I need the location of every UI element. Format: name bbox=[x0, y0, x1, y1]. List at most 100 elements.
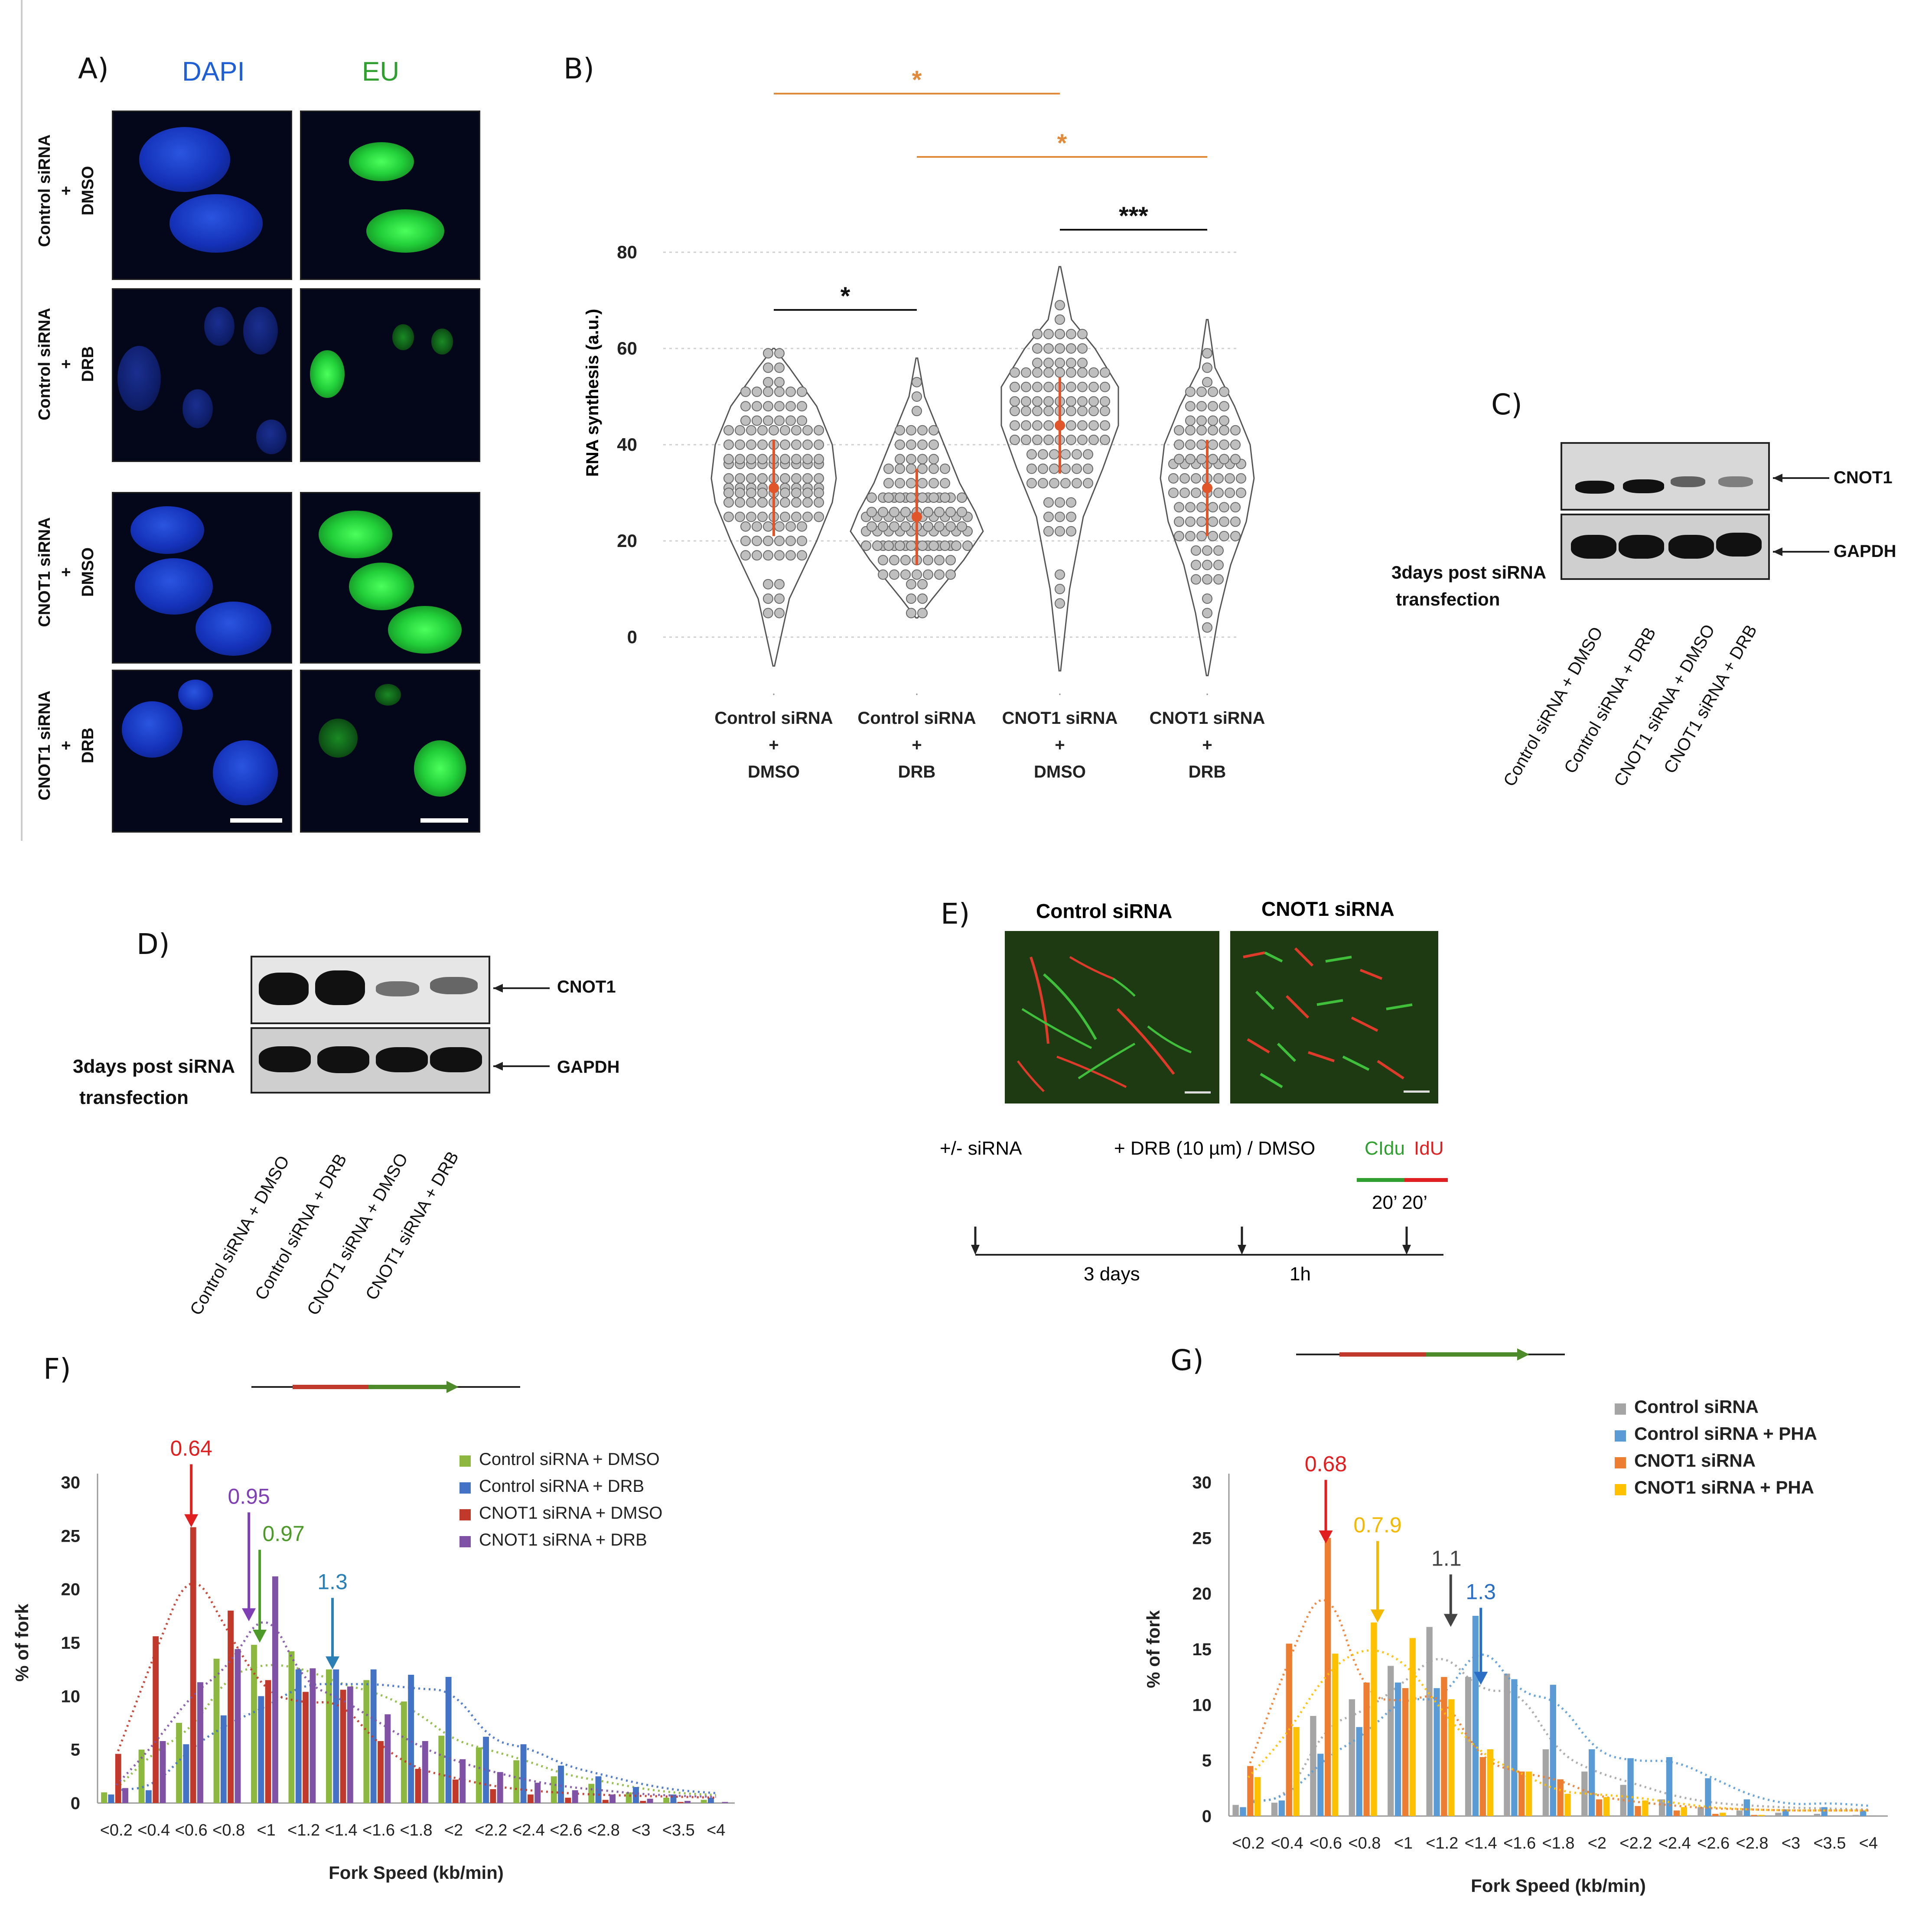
data-point bbox=[1100, 381, 1110, 392]
bar bbox=[572, 1790, 578, 1803]
data-point bbox=[735, 425, 745, 436]
panel-c-note: 3days post siRNA transfection bbox=[1391, 559, 1546, 613]
data-point bbox=[1032, 367, 1043, 378]
bar bbox=[1705, 1778, 1711, 1816]
bar bbox=[722, 1802, 728, 1803]
data-point bbox=[1043, 497, 1054, 508]
data-point bbox=[1055, 511, 1065, 522]
trend-line bbox=[115, 1582, 716, 1799]
data-point bbox=[774, 550, 785, 561]
data-point bbox=[934, 507, 945, 518]
data-point bbox=[917, 439, 928, 450]
panel-d-lane-4: CNOT1 siRNA + DRB bbox=[362, 1148, 463, 1303]
data-point bbox=[1185, 401, 1196, 412]
y-tick-label: 0 bbox=[1202, 1807, 1212, 1826]
data-point bbox=[1219, 425, 1229, 436]
y-tick-label: 15 bbox=[1192, 1640, 1212, 1659]
panel-e-title-control: Control siRNA bbox=[1036, 900, 1173, 922]
data-point bbox=[814, 425, 824, 436]
data-point bbox=[1219, 454, 1229, 465]
data-point bbox=[1100, 434, 1110, 445]
data-point bbox=[785, 386, 796, 397]
group-label: DRB bbox=[1189, 762, 1226, 781]
legend-swatch bbox=[1615, 1457, 1626, 1468]
significance-marker: * bbox=[1057, 129, 1067, 157]
data-point bbox=[752, 415, 762, 426]
panel-f-letter: F) bbox=[43, 1352, 71, 1386]
bar bbox=[115, 1754, 121, 1803]
data-point bbox=[883, 478, 894, 488]
y-tick-label: 60 bbox=[617, 338, 637, 358]
x-tick-label: <0.4 bbox=[1271, 1834, 1303, 1852]
panel-d-cnot1-blot bbox=[251, 956, 490, 1024]
data-point bbox=[1202, 574, 1212, 585]
annotation-label: 0.95 bbox=[228, 1484, 270, 1508]
panel-a-col-label-dapi: DAPI bbox=[182, 57, 245, 87]
data-point bbox=[1055, 497, 1065, 508]
panel-b-violin-plot: 80 60 40 20 0 Control siRNA + DMSO · Control siRN… bbox=[617, 66, 1265, 781]
bar bbox=[1681, 1807, 1687, 1816]
data-point bbox=[763, 401, 773, 412]
panel-d-note: 3days post siRNA transfection bbox=[73, 1051, 235, 1113]
data-point bbox=[1049, 478, 1059, 488]
data-point bbox=[917, 540, 928, 551]
panel-d-lane-1: Control siRNA + DMSO bbox=[186, 1152, 293, 1318]
data-point bbox=[1055, 584, 1065, 594]
annotation-label: 1.3 bbox=[1466, 1580, 1496, 1604]
tick-mark: · bbox=[772, 687, 776, 701]
bar bbox=[626, 1792, 632, 1803]
data-point bbox=[797, 401, 807, 412]
data-point bbox=[889, 569, 899, 580]
x-tick-label: <1.8 bbox=[1542, 1834, 1574, 1852]
annotation-arrowhead bbox=[184, 1514, 199, 1527]
data-point bbox=[802, 439, 813, 450]
data-point bbox=[1196, 415, 1207, 426]
data-point bbox=[1208, 386, 1218, 397]
data-point bbox=[883, 492, 894, 503]
data-point bbox=[1010, 396, 1020, 407]
data-point bbox=[1100, 420, 1110, 431]
bar bbox=[1758, 1815, 1765, 1816]
y-tick-label: 5 bbox=[71, 1741, 80, 1760]
data-point bbox=[906, 540, 916, 551]
data-point bbox=[1026, 478, 1037, 488]
data-point bbox=[1010, 406, 1020, 417]
legend-swatch bbox=[1615, 1430, 1626, 1442]
bar bbox=[333, 1669, 339, 1803]
annotation-arrowhead bbox=[1474, 1672, 1488, 1685]
data-point bbox=[906, 439, 916, 450]
data-point bbox=[912, 406, 922, 417]
violin-outline bbox=[1000, 266, 1119, 672]
group-label: DMSO bbox=[1034, 762, 1086, 781]
band bbox=[259, 1046, 311, 1072]
data-point bbox=[1219, 502, 1229, 513]
panel-b-letter: B) bbox=[564, 52, 595, 85]
data-point bbox=[1077, 367, 1088, 378]
bar bbox=[415, 1769, 421, 1803]
x-tick-label: <3.5 bbox=[662, 1821, 695, 1839]
data-point bbox=[814, 511, 824, 522]
group-label: CNOT1 siRNA bbox=[1002, 709, 1118, 728]
data-point bbox=[945, 569, 956, 580]
micrograph-cnot1-dmso-eu bbox=[300, 492, 480, 664]
data-point bbox=[814, 488, 824, 498]
data-point bbox=[1072, 463, 1082, 474]
data-point bbox=[1213, 488, 1224, 498]
data-point bbox=[774, 401, 785, 412]
panel-e-fiber-image-control bbox=[1005, 931, 1219, 1103]
data-point bbox=[774, 521, 785, 532]
legend-label: Control siRNA + DRB bbox=[479, 1477, 644, 1496]
data-point bbox=[1236, 488, 1246, 498]
row-label-line: Control siRNA bbox=[36, 134, 54, 247]
nucleus bbox=[204, 307, 235, 346]
bar bbox=[1363, 1683, 1370, 1816]
legend-swatch bbox=[1615, 1403, 1626, 1415]
panel-d-band-cnot1: CNOT1 bbox=[557, 977, 616, 996]
band bbox=[1575, 481, 1614, 494]
data-point bbox=[906, 463, 916, 474]
data-point bbox=[1185, 531, 1196, 541]
data-point bbox=[735, 488, 745, 498]
data-point bbox=[934, 569, 945, 580]
significance-marker: * bbox=[841, 282, 850, 310]
data-point bbox=[1066, 420, 1076, 431]
